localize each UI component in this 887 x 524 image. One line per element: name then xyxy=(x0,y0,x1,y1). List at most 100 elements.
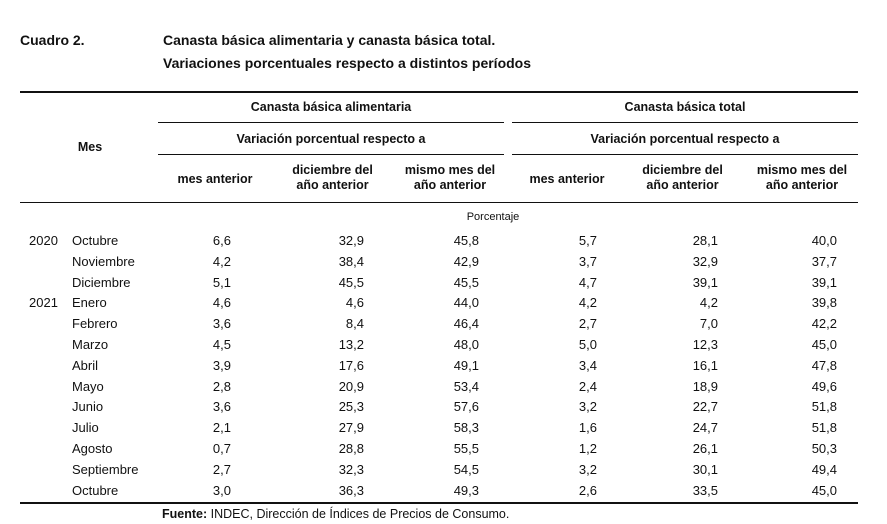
row-value-col2: 4,6 xyxy=(345,295,364,311)
row-value-col2: 17,6 xyxy=(338,357,364,373)
table-row: Septiembre 2,7 32,3 54,5 3,2 30,1 49,4 xyxy=(20,459,860,480)
header-bottom-rule xyxy=(20,202,858,203)
row-value-col6: 49,4 xyxy=(811,461,837,477)
unit-label: Porcentaje xyxy=(466,211,520,223)
row-value-col2: 13,2 xyxy=(338,337,364,352)
row-value-col4: 2,6 xyxy=(578,482,597,498)
group2-rule xyxy=(512,122,858,123)
row-value-col3: 49,3 xyxy=(453,482,479,498)
col-header-4-line1: mes anterior xyxy=(529,172,605,186)
row-value-col1: 2,7 xyxy=(212,461,231,477)
row-value-col4: 3,2 xyxy=(578,461,597,477)
row-value-col1: 4,2 xyxy=(212,253,231,269)
col-header-6-line2: año anterior xyxy=(765,178,839,192)
row-month: Noviembre xyxy=(72,253,135,269)
row-month: Junio xyxy=(72,399,104,415)
col-header-2-line2: año anterior xyxy=(296,178,369,192)
row-year: 2021 xyxy=(29,295,58,311)
row-value-col6: 40,0 xyxy=(811,233,837,248)
row-value-col2: 38,4 xyxy=(338,253,364,269)
row-value-col5: 26,1 xyxy=(692,441,718,456)
row-value-col3: 53,4 xyxy=(453,378,479,394)
row-value-col6: 51,8 xyxy=(811,399,837,415)
row-value-col5: 32,9 xyxy=(692,253,718,269)
table-row: Junio 3,6 25,3 57,6 3,2 22,7 51,8 xyxy=(20,396,860,417)
row-value-col6: 45,0 xyxy=(811,482,837,498)
row-month: Mayo xyxy=(72,378,104,394)
row-value-col5: 28,1 xyxy=(692,233,718,248)
row-value-col1: 3,9 xyxy=(212,357,231,373)
col-header-4: mes anterior xyxy=(512,172,622,187)
subgroup-header-alimentaria: Variación porcentual respecto a xyxy=(236,132,426,146)
row-month: Diciembre xyxy=(72,274,131,290)
table-title-line1: Canasta básica alimentaria y canasta bás… xyxy=(163,32,496,48)
row-value-col4: 5,7 xyxy=(578,233,597,248)
row-value-col4: 3,4 xyxy=(578,357,597,373)
row-value-col3: 55,5 xyxy=(453,441,479,456)
table-row: 2020 Octubre 6,6 32,9 45,8 5,7 28,1 40,0 xyxy=(20,230,860,251)
row-value-col1: 4,5 xyxy=(212,337,231,352)
source-text: INDEC, Dirección de Índices de Precios d… xyxy=(207,507,510,521)
row-value-col6: 42,2 xyxy=(811,316,837,332)
table-row: 2021 Enero 4,6 4,6 44,0 4,2 4,2 39,8 xyxy=(20,292,860,313)
row-value-col5: 16,1 xyxy=(692,357,718,373)
row-header-mes: Mes xyxy=(77,140,103,154)
row-value-col3: 54,5 xyxy=(453,461,479,477)
row-value-col6: 51,8 xyxy=(811,420,837,436)
row-value-col4: 5,0 xyxy=(578,337,597,352)
col-header-3: mismo mes del año anterior xyxy=(390,163,510,193)
row-value-col5: 22,7 xyxy=(692,399,718,415)
row-month: Septiembre xyxy=(72,461,139,477)
col-header-6-line1: mismo mes del xyxy=(756,163,848,177)
row-value-col5: 39,1 xyxy=(692,274,718,290)
row-month: Octubre xyxy=(72,233,119,248)
row-value-col2: 36,3 xyxy=(338,482,364,498)
row-value-col1: 5,1 xyxy=(212,274,231,290)
row-value-col3: 48,0 xyxy=(453,337,479,352)
col-header-2-line1: diciembre del xyxy=(292,163,373,177)
row-value-col1: 4,6 xyxy=(212,295,231,311)
row-month: Marzo xyxy=(72,337,109,352)
col-header-2: diciembre del año anterior xyxy=(275,163,390,193)
table-row: Noviembre 4,2 38,4 42,9 3,7 32,9 37,7 xyxy=(20,251,860,272)
row-value-col3: 44,0 xyxy=(453,295,479,311)
col-header-3-line1: mismo mes del xyxy=(404,163,496,177)
row-value-col6: 39,1 xyxy=(811,274,837,290)
col-header-5-line1: diciembre del xyxy=(642,163,723,177)
row-value-col3: 57,6 xyxy=(453,399,479,415)
table-row: Octubre 3,0 36,3 49,3 2,6 33,5 45,0 xyxy=(20,480,860,501)
row-value-col2: 8,4 xyxy=(345,316,364,332)
row-value-col4: 3,7 xyxy=(578,253,597,269)
row-value-col1: 2,1 xyxy=(212,420,231,436)
col-header-1: mes anterior xyxy=(160,172,270,187)
row-month: Julio xyxy=(72,420,99,436)
subgroup1-rule xyxy=(158,154,504,155)
row-value-col4: 4,2 xyxy=(578,295,597,311)
table-row: Marzo 4,5 13,2 48,0 5,0 12,3 45,0 xyxy=(20,334,860,355)
row-value-col3: 42,9 xyxy=(453,253,479,269)
row-value-col4: 3,2 xyxy=(578,399,597,415)
col-header-1-line1: mes anterior xyxy=(177,172,253,186)
table-number: Cuadro 2. xyxy=(20,32,85,48)
row-value-col5: 33,5 xyxy=(692,482,718,498)
row-value-col2: 20,9 xyxy=(338,378,364,394)
group-header-alimentaria: Canasta básica alimentaria xyxy=(250,100,412,114)
row-value-col5: 4,2 xyxy=(699,295,718,311)
table-row: Julio 2,1 27,9 58,3 1,6 24,7 51,8 xyxy=(20,417,860,438)
row-value-col6: 50,3 xyxy=(811,441,837,456)
row-value-col1: 3,0 xyxy=(212,482,231,498)
table-row: Agosto 0,7 28,8 55,5 1,2 26,1 50,3 xyxy=(20,438,860,459)
table-top-rule xyxy=(20,91,858,93)
row-value-col3: 49,1 xyxy=(453,357,479,373)
row-value-col5: 24,7 xyxy=(692,420,718,436)
row-value-col4: 2,4 xyxy=(578,378,597,394)
table-row: Febrero 3,6 8,4 46,4 2,7 7,0 42,2 xyxy=(20,313,860,334)
row-value-col1: 3,6 xyxy=(212,399,231,415)
row-value-col4: 2,7 xyxy=(578,316,597,332)
row-month: Enero xyxy=(72,295,107,311)
row-month: Octubre xyxy=(72,482,119,498)
col-header-3-line2: año anterior xyxy=(413,178,487,192)
row-value-col5: 12,3 xyxy=(692,337,718,352)
row-value-col2: 28,8 xyxy=(338,441,364,456)
row-value-col5: 30,1 xyxy=(692,461,718,477)
